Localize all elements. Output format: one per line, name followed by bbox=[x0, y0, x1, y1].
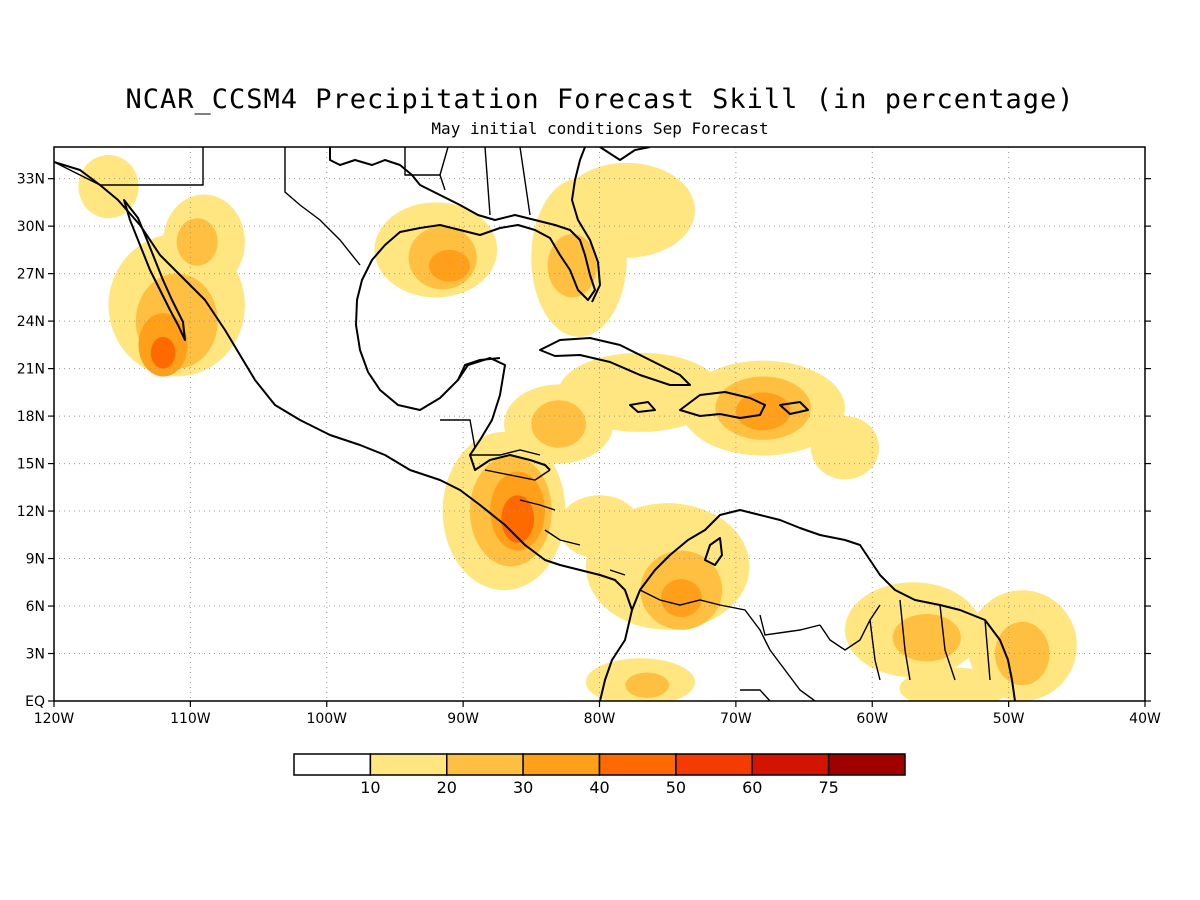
political-borders bbox=[54, 147, 991, 701]
x-tick-label-8: 40W bbox=[1129, 711, 1161, 727]
coastline-gulf-of-mexico bbox=[329, 147, 596, 471]
skill-region-30 bbox=[429, 249, 470, 282]
colorbar-swatch-6 bbox=[751, 753, 830, 776]
colorbar-label-0: 10 bbox=[360, 778, 380, 797]
coastline-lake-maracaibo bbox=[704, 537, 723, 566]
coastline-hispaniola bbox=[679, 391, 766, 419]
colorbar-label-3: 40 bbox=[589, 778, 609, 797]
coastline-yucatan bbox=[457, 357, 501, 381]
coastlines bbox=[54, 147, 1016, 701]
skill-region-16 bbox=[78, 154, 139, 219]
coastline-cuba bbox=[539, 337, 691, 386]
border-central-america bbox=[440, 419, 626, 576]
y-tick-label-11: 33N bbox=[17, 172, 45, 188]
y-tick-label-9: 27N bbox=[17, 267, 45, 283]
colorbar-swatch-0 bbox=[293, 753, 372, 776]
skill-region-34 bbox=[150, 336, 176, 369]
skill-region-27 bbox=[625, 672, 670, 698]
y-tick-label-2: 6N bbox=[26, 599, 45, 615]
coastline-mexico-west bbox=[54, 161, 633, 701]
coastline-puerto-rico bbox=[779, 401, 809, 415]
colorbar-swatch-3 bbox=[522, 753, 601, 776]
map-title: NCAR_CCSM4 Precipitation Forecast Skill … bbox=[125, 84, 1075, 115]
y-tick-label-10: 30N bbox=[17, 219, 45, 235]
colorbar-label-5: 60 bbox=[742, 778, 762, 797]
y-tick-label-3: 9N bbox=[26, 552, 45, 568]
skill-region-19 bbox=[176, 218, 218, 266]
skill-region-32 bbox=[660, 579, 702, 618]
y-tick-label-8: 24N bbox=[17, 314, 45, 330]
x-tick-label-1: 110W bbox=[170, 711, 211, 727]
skill-region-31 bbox=[735, 392, 791, 431]
x-tick-label-5: 70W bbox=[720, 711, 752, 727]
map-subtitle: May initial conditions Sep Forecast bbox=[431, 119, 769, 138]
border-us-states bbox=[404, 147, 531, 216]
y-tick-label-5: 15N bbox=[17, 457, 45, 473]
y-tick-label-7: 21N bbox=[17, 362, 45, 378]
gridlines bbox=[54, 147, 1145, 701]
colorbar-swatch-5 bbox=[675, 753, 753, 776]
colorbar-swatch-4 bbox=[598, 753, 677, 776]
skill-region-13 bbox=[899, 667, 1009, 701]
colorbar-label-4: 50 bbox=[666, 778, 686, 797]
colorbar-swatch-2 bbox=[446, 753, 524, 776]
coastline-baja bbox=[123, 199, 186, 341]
y-tick-label-1: 3N bbox=[26, 647, 45, 663]
border-us-mexico bbox=[54, 147, 361, 266]
skill-region-23 bbox=[531, 400, 586, 448]
axes: 120W 110W 100W 90W 80W 70W 60W 50W 40W EQ 3N 6N 9N 12… bbox=[17, 146, 1161, 727]
x-tick-label-6: 60W bbox=[856, 711, 888, 727]
skill-region-10 bbox=[558, 495, 641, 559]
x-tick-label-2: 100W bbox=[306, 711, 347, 727]
x-tick-label-4: 80W bbox=[584, 711, 616, 727]
y-tick-label-0: EQ bbox=[25, 694, 45, 710]
skill-region-15 bbox=[810, 416, 880, 480]
x-tick-label-7: 50W bbox=[993, 711, 1025, 727]
colorbar-swatch-1 bbox=[369, 753, 448, 776]
skill-region-5 bbox=[558, 162, 695, 258]
skill-region-25 bbox=[892, 613, 961, 662]
coastline-florida bbox=[571, 147, 601, 303]
colorbar-label-2: 30 bbox=[513, 778, 533, 797]
colorbar: 10 20 30 40 50 60 75 bbox=[293, 753, 906, 797]
colorbar-swatch-7 bbox=[827, 753, 906, 776]
y-tick-label-4: 12N bbox=[17, 504, 45, 520]
coastline-jamaica bbox=[629, 401, 656, 413]
skill-region-21 bbox=[547, 234, 597, 298]
skill-region-26 bbox=[994, 621, 1050, 686]
x-tick-label-0: 120W bbox=[34, 711, 75, 727]
colorbar-label-1: 20 bbox=[437, 778, 457, 797]
y-tick-label-6: 18N bbox=[17, 409, 45, 425]
coastline-us-east bbox=[599, 147, 651, 161]
border-south-america bbox=[639, 589, 991, 701]
x-tick-label-3: 90W bbox=[447, 711, 479, 727]
colorbar-label-6: 75 bbox=[818, 778, 838, 797]
